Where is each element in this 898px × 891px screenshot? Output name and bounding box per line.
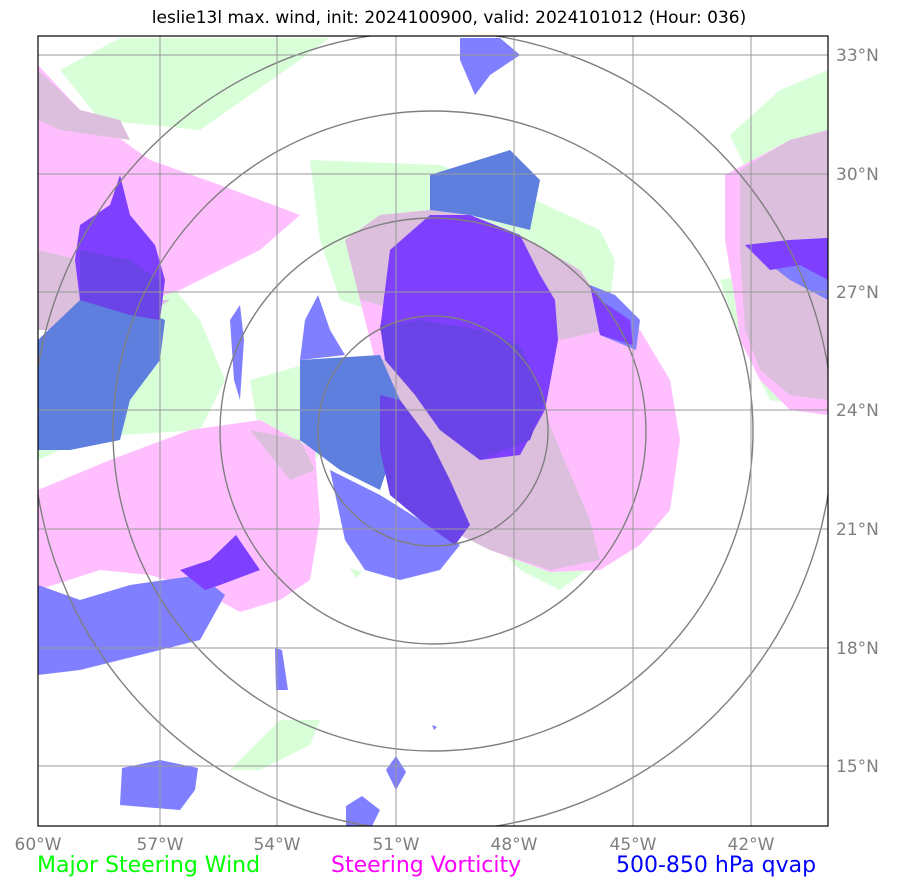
lat-label: 18°N — [836, 639, 879, 659]
lat-lon-grid — [38, 36, 828, 826]
lon-label: 57°W — [137, 835, 184, 855]
lon-label: 51°W — [373, 835, 420, 855]
lon-label: 48°W — [491, 835, 538, 855]
lon-axis-labels: 60°W 57°W 54°W 51°W 48°W 45°W 42°W — [15, 835, 775, 855]
lat-label: 24°N — [836, 401, 879, 421]
lat-label: 21°N — [836, 520, 879, 540]
legend-steering-vorticity: Steering Vorticity — [331, 853, 522, 878]
legend-qvap: 500-850 hPa qvap — [616, 853, 817, 878]
map-frame — [37, 35, 829, 827]
lon-label: 42°W — [728, 835, 775, 855]
qvap-overlap-layer — [80, 250, 545, 545]
lat-label: 33°N — [836, 46, 879, 66]
lon-label: 54°W — [254, 835, 301, 855]
qvap-moderate-layer — [38, 150, 540, 490]
range-rings — [38, 36, 828, 826]
legend-steering-wind: Major Steering Wind — [37, 853, 261, 878]
lat-label: 27°N — [836, 283, 879, 303]
lon-label: 45°W — [610, 835, 657, 855]
lat-label: 15°N — [836, 757, 879, 777]
lat-axis-labels: 33°N 30°N 27°N 24°N 21°N 18°N 15°N — [836, 46, 879, 777]
lon-label: 60°W — [15, 835, 62, 855]
lat-label: 30°N — [836, 165, 879, 185]
map-title: leslie13l max. wind, init: 2024100900, v… — [151, 8, 747, 28]
